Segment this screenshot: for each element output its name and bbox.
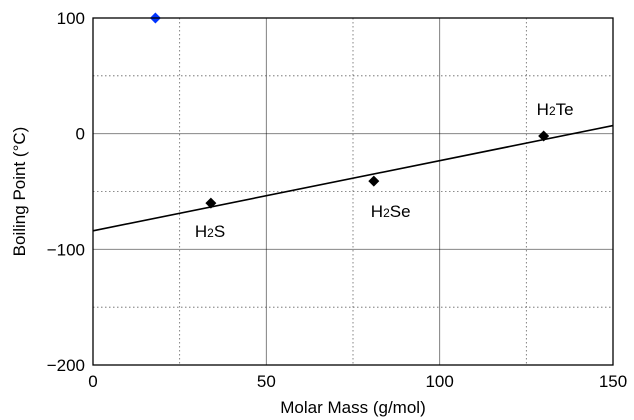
point-labels-layer: H2S H2Se H2Te [195,100,574,241]
x-tick-label: 50 [257,372,276,391]
x-tick-label: 0 [88,372,97,391]
y-tick-label: 100 [57,9,85,28]
x-axis-title: Molar Mass (g/mol) [280,398,425,417]
data-point-label: H2Te [537,100,574,119]
y-tick-label: −200 [47,356,85,375]
y-axis-title: Boiling Point (°C) [10,127,29,257]
grid [93,18,613,365]
y-tick-label: −100 [47,240,85,259]
data-point-marker [368,176,379,187]
tick-labels-layer: 0 50 100 150 100 0 −100 −200 [47,9,627,391]
x-tick-label: 100 [425,372,453,391]
x-tick-label: 150 [599,372,627,391]
data-point-label: H2S [195,222,225,241]
data-point-label: H2Se [371,202,411,221]
y-tick-label: 0 [76,125,85,144]
